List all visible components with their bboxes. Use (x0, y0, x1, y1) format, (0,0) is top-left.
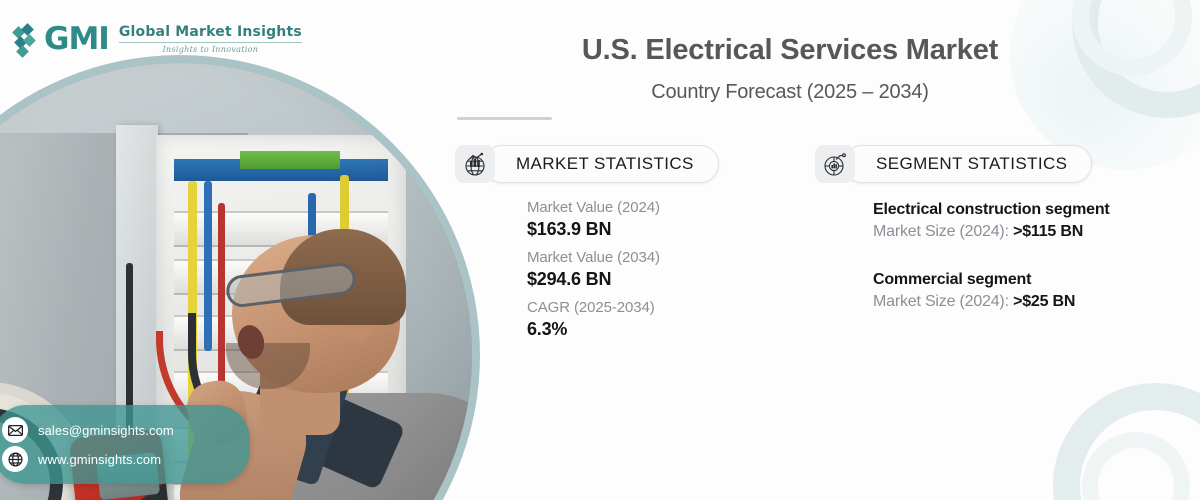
market-statistics-list: Market Value (2024) $163.9 BN Market Val… (455, 199, 815, 340)
contact-website-text: www.gminsights.com (38, 451, 162, 467)
gmi-company-name: Global Market Insights (118, 24, 302, 44)
envelope-icon (2, 417, 28, 443)
segment-metric-value: >$115 BN (1013, 223, 1084, 240)
market-stat-item: CAGR (2025-2034) 6.3% (527, 299, 815, 340)
segment-title: Electrical construction segment (873, 201, 1110, 218)
page-subtitle: Country Forecast (2025 – 2034) (651, 81, 929, 103)
stat-label: CAGR (2025-2034) (527, 299, 655, 316)
statistics-columns: MARKET STATISTICS Market Value (2024) $1… (455, 145, 1200, 340)
segment-metric-label: Market Size (2024): (873, 293, 1014, 310)
market-stat-item: Market Value (2024) $163.9 BN (527, 199, 815, 240)
gmi-tagline: Insights to Innovation (162, 45, 259, 55)
segment-item: Electrical construction segment Market S… (873, 201, 1195, 241)
stat-value: $294.6 BN (527, 269, 612, 289)
segment-metric-value: >$25 BN (1013, 293, 1076, 310)
gmi-diamond-icon (12, 22, 36, 58)
pie-chart-arrow-icon (815, 145, 855, 183)
contact-website[interactable]: www.gminsights.com (2, 446, 236, 472)
segment-metric: Market Size (2024): >$25 BN (873, 293, 1195, 311)
content-area: U.S. Electrical Services Market Country … (455, 0, 1200, 500)
segment-statistics-column: SEGMENT STATISTICS Electrical constructi… (815, 145, 1195, 340)
title-divider (457, 117, 552, 120)
globe-bar-chart-icon (455, 145, 495, 183)
gmi-monogram: GMI (44, 21, 110, 57)
contact-email[interactable]: sales@gminsights.com (2, 417, 236, 443)
stat-value: 6.3% (527, 319, 568, 339)
page-title: U.S. Electrical Services Market (581, 34, 999, 66)
contact-email-text: sales@gminsights.com (38, 422, 174, 438)
segment-title: Commercial segment (873, 271, 1032, 288)
segment-statistics-list: Electrical construction segment Market S… (815, 201, 1195, 311)
market-statistics-column: MARKET STATISTICS Market Value (2024) $1… (455, 145, 815, 340)
gmi-logo[interactable]: GMI Global Market Insights Insights to I… (12, 21, 302, 58)
stat-label: Market Value (2024) (527, 199, 660, 216)
market-stat-item: Market Value (2034) $294.6 BN (527, 249, 815, 290)
globe-icon (2, 446, 28, 472)
stat-value: $163.9 BN (527, 219, 612, 239)
segment-statistics-header: SEGMENT STATISTICS (815, 145, 1195, 183)
segment-statistics-label: SEGMENT STATISTICS (843, 145, 1093, 183)
segment-item: Commercial segment Market Size (2024): >… (873, 271, 1195, 311)
market-statistics-label: MARKET STATISTICS (483, 145, 719, 183)
gmi-wordmark: Global Market Insights Insights to Innov… (118, 24, 302, 55)
segment-metric: Market Size (2024): >$115 BN (873, 223, 1195, 241)
segment-metric-label: Market Size (2024): (873, 223, 1014, 240)
contact-panel: sales@gminsights.com www.gminsights.com (0, 405, 250, 484)
market-statistics-header: MARKET STATISTICS (455, 145, 815, 183)
stat-label: Market Value (2034) (527, 249, 660, 266)
